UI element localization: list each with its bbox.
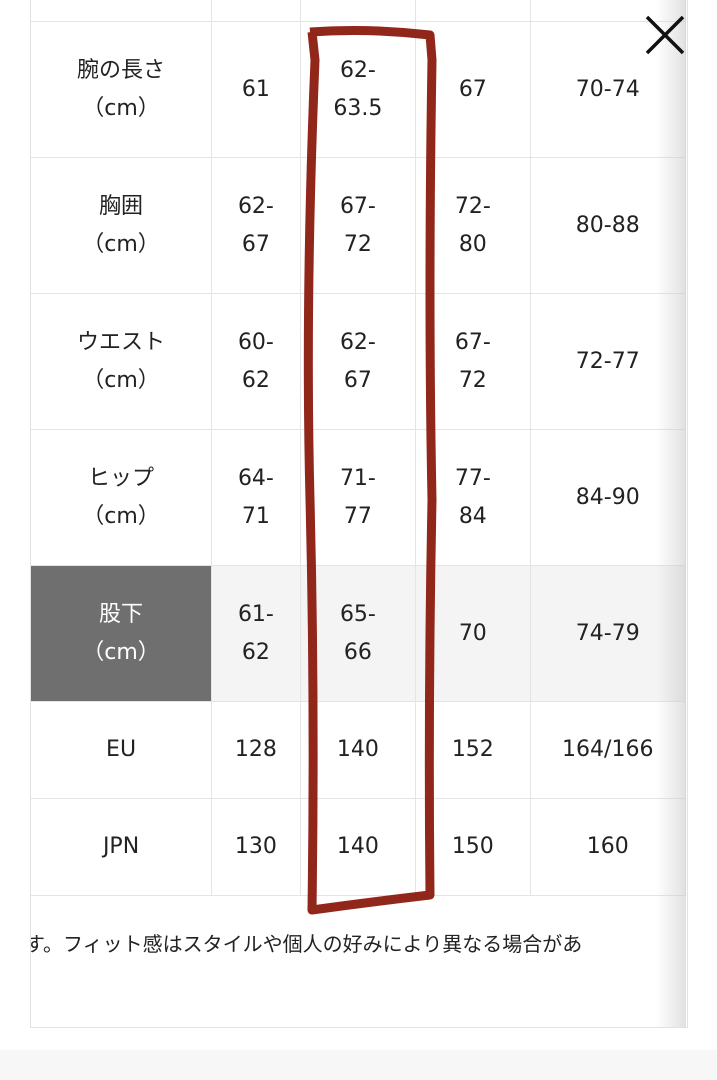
size-cell: 67- 72: [299, 157, 417, 294]
table-row: ヒップ （cm） 64- 71 71- 77 77- 84 84-90: [31, 429, 686, 566]
fit-note: す。フィット感はスタイルや個人の好みにより異なる場合があ: [30, 932, 583, 956]
cell-value: 64-: [237, 465, 274, 491]
bottom-bar: [0, 1050, 717, 1080]
size-chart-panel: 腕の長さ （cm） 61 62- 63.5 67 70-74 胸囲 （cm） 62- 67 67- 72…: [30, 0, 688, 1028]
table-row: 腕の長さ （cm） 61 62- 63.5 67 70-74: [31, 21, 686, 158]
size-cell: 80-88: [529, 157, 686, 294]
size-cell: 128: [211, 701, 301, 799]
size-cell: 62- 67: [299, 293, 417, 430]
cell-value: 77-: [454, 465, 491, 491]
table-row: ウエスト （cm） 60- 62 62- 67 67- 72 72-77: [31, 293, 686, 430]
size-cell: 77- 84: [415, 429, 531, 566]
cell-value: 67: [458, 76, 487, 102]
row-label-line: ウエスト: [77, 329, 166, 355]
row-label: 股下 （cm）: [31, 565, 213, 702]
row-label-line: （cm）: [82, 231, 160, 257]
cell-value: 61-: [237, 601, 274, 627]
cell-value: 128: [234, 737, 277, 762]
size-cell: 164/166: [529, 701, 686, 799]
table-row: 胸囲 （cm） 62- 67 67- 72 72- 80 80-88: [31, 157, 686, 294]
table-row-partial: [31, 0, 686, 22]
size-cell: 70: [415, 565, 531, 702]
size-cell: 72- 80: [415, 157, 531, 294]
row-label-line: 胸囲: [99, 193, 144, 219]
cell-value: 80: [458, 231, 487, 257]
cell-value: 67-: [339, 193, 376, 219]
row-label-line: 腕の長さ: [77, 57, 166, 83]
size-cell: 67- 72: [415, 293, 531, 430]
cell-value: 80-88: [575, 212, 640, 238]
size-cell: 62- 63.5: [299, 21, 417, 158]
cell-value: 77: [343, 503, 372, 529]
row-label-line: 股下: [99, 601, 144, 627]
size-cell: 64- 71: [211, 429, 301, 566]
row-label: JPN: [31, 798, 213, 896]
row-label: EU: [31, 701, 213, 799]
row-label-line: ヒップ: [88, 465, 155, 491]
cell-value: 152: [451, 737, 494, 762]
cell-value: 140: [336, 834, 379, 859]
size-cell: 72-77: [529, 293, 686, 430]
row-label: 腕の長さ （cm）: [31, 21, 213, 158]
cell-value: 67: [241, 231, 270, 257]
row-label-line: JPN: [102, 834, 140, 859]
cell-value: 70: [458, 620, 487, 646]
row-label-line: （cm）: [82, 367, 160, 393]
row-label-line: EU: [106, 737, 137, 762]
cell-value: 62: [241, 639, 270, 665]
row-label: 胸囲 （cm）: [31, 157, 213, 294]
cell-value: 70-74: [575, 76, 640, 102]
cell-value: 62-: [237, 193, 274, 219]
cell-value: 140: [336, 737, 379, 762]
row-label-line: （cm）: [82, 95, 160, 121]
table-row: EU 128 140 152 164/166: [31, 701, 686, 799]
size-cell: 130: [211, 798, 301, 896]
cell-value: 84: [458, 503, 487, 529]
size-cell: 60- 62: [211, 293, 301, 430]
table-row: JPN 130 140 150 160: [31, 798, 686, 896]
size-cell: 152: [415, 701, 531, 799]
row-label-line: （cm）: [82, 503, 160, 529]
cell-value: 74-79: [575, 620, 640, 646]
size-cell: 140: [299, 701, 417, 799]
size-cell: 67: [415, 21, 531, 158]
cell-value: 72: [343, 231, 372, 257]
cell-value: 61: [241, 76, 270, 102]
cell-value: 67: [343, 367, 372, 393]
row-label: ウエスト （cm）: [31, 293, 213, 430]
size-cell: 160: [529, 798, 686, 896]
size-cell: 71- 77: [299, 429, 417, 566]
size-cell: 74-79: [529, 565, 686, 702]
size-cell: 84-90: [529, 429, 686, 566]
cell-value: 63.5: [333, 95, 383, 121]
cell-value: 71-: [339, 465, 376, 491]
close-icon[interactable]: [644, 14, 686, 56]
cell-value: 150: [451, 834, 494, 859]
cell-value: 60-: [237, 329, 274, 355]
size-cell: 62- 67: [211, 157, 301, 294]
cell-value: 66: [343, 639, 372, 665]
size-table: 腕の長さ （cm） 61 62- 63.5 67 70-74 胸囲 （cm） 62- 67 67- 72…: [31, 0, 686, 896]
cell-value: 71: [241, 503, 270, 529]
size-cell: 61: [211, 21, 301, 158]
cell-value: 72-: [454, 193, 491, 219]
size-cell: 150: [415, 798, 531, 896]
cell-value: 65-: [339, 601, 376, 627]
size-cell: 140: [299, 798, 417, 896]
cell-value: 160: [586, 834, 629, 859]
cell-value: 72: [458, 367, 487, 393]
cell-value: 62: [241, 367, 270, 393]
cell-value: 130: [234, 834, 277, 859]
size-cell: 61- 62: [211, 565, 301, 702]
cell-value: 164/166: [562, 737, 654, 762]
cell-value: 62-: [339, 57, 376, 83]
row-label: ヒップ （cm）: [31, 429, 213, 566]
row-label-line: （cm）: [82, 639, 160, 665]
cell-value: 67-: [454, 329, 491, 355]
size-cell: 65- 66: [299, 565, 417, 702]
cell-value: 62-: [339, 329, 376, 355]
cell-value: 84-90: [575, 484, 640, 510]
table-row: 股下 （cm） 61- 62 65- 66 70 74-79: [31, 565, 686, 702]
cell-value: 72-77: [575, 348, 640, 374]
